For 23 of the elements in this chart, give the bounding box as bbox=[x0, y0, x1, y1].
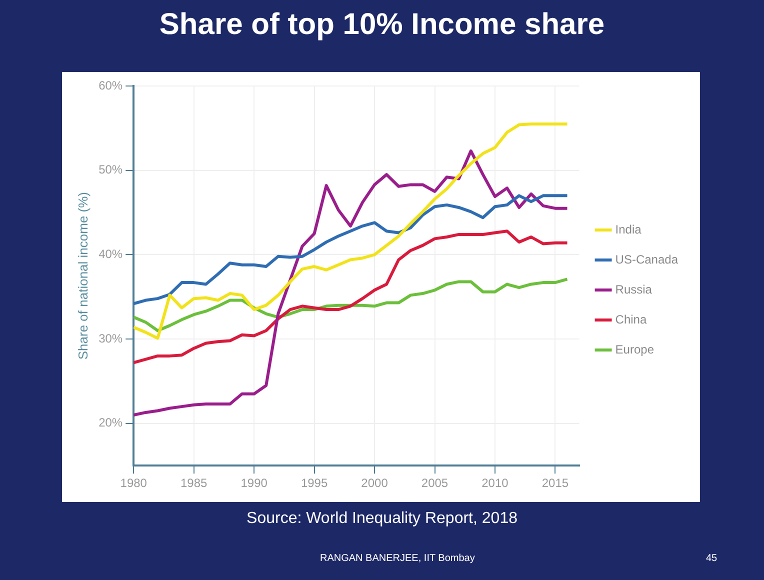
y-axis-title: Share of national income (%) bbox=[75, 192, 90, 360]
x-tick-label: 1985 bbox=[180, 476, 208, 490]
y-tick-label: 60% bbox=[98, 78, 123, 92]
y-tick-label: 30% bbox=[98, 331, 123, 346]
source-note: Source: World Inequality Report, 2018 bbox=[246, 510, 518, 528]
chart-title: Share of top 10% Income share bbox=[158, 8, 606, 42]
y-tick-label: 50% bbox=[98, 162, 123, 177]
legend-label: China bbox=[615, 312, 647, 326]
text: RANGAN BANERJEE, IIT Bombay bbox=[320, 553, 475, 564]
legend-label: Russia bbox=[615, 282, 652, 296]
text: 45 bbox=[706, 553, 718, 564]
x-tick-label: 2015 bbox=[542, 476, 569, 490]
x-tick-label: 1980 bbox=[120, 476, 148, 490]
legend-label: US-Canada bbox=[615, 252, 678, 266]
y-tick-label: 40% bbox=[98, 247, 123, 262]
legend-label: India bbox=[615, 222, 642, 236]
x-tick-label: 1995 bbox=[300, 476, 328, 490]
x-tick-label: 2010 bbox=[482, 476, 509, 490]
x-tick-label: 2005 bbox=[421, 476, 448, 490]
legend-label: Europe bbox=[615, 342, 654, 356]
x-tick-label: 2000 bbox=[361, 476, 388, 490]
x-tick-label: 1990 bbox=[240, 476, 268, 490]
y-tick-label: 20% bbox=[98, 416, 123, 430]
